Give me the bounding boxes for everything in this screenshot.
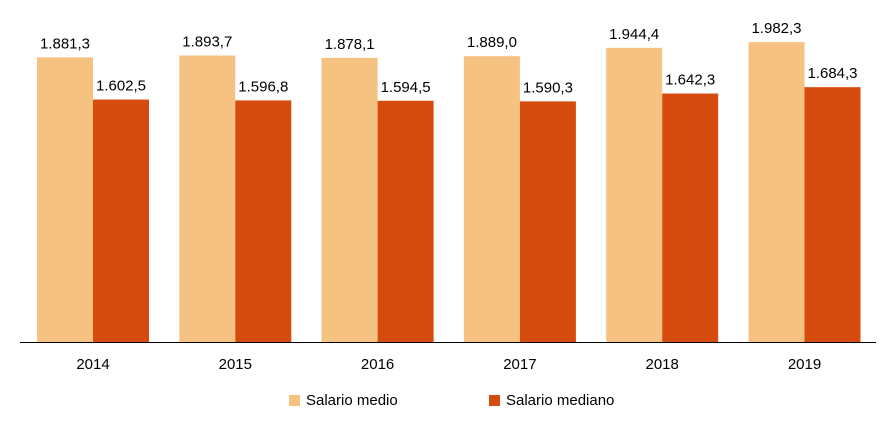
- x-tick-label-2016: 2016: [361, 356, 394, 373]
- bar-salario-mediano-2019: [804, 87, 861, 343]
- data-label-salario-medio-2019: 1.982,3: [751, 20, 801, 37]
- data-label-salario-mediano-2018: 1.642,3: [665, 72, 715, 89]
- bar-salario-medio-2016: [321, 57, 378, 342]
- data-label-salario-medio-2014: 1.881,3: [40, 35, 90, 52]
- x-tick-label-2015: 2015: [219, 356, 252, 373]
- data-label-salario-mediano-2015: 1.596,8: [238, 78, 288, 95]
- bar-salario-medio-2014: [37, 57, 93, 342]
- bar-salario-mediano-2017: [519, 101, 576, 343]
- x-tick-labels: 2014 2015 2016 2017 2018 2019: [76, 356, 821, 373]
- data-label-salario-medio-2016: 1.878,1: [325, 36, 375, 53]
- bars-layer: [37, 42, 861, 343]
- x-tick-label-2017: 2017: [503, 356, 536, 373]
- bar-salario-medio-2018: [606, 47, 663, 342]
- legend-item-salario-medio: Salario medio: [289, 392, 398, 409]
- legend-label-salario-medio: Salario medio: [306, 392, 398, 409]
- data-label-salario-mediano-2019: 1.684,3: [807, 65, 857, 82]
- x-tick-label-2019: 2019: [788, 356, 821, 373]
- legend-label-salario-mediano: Salario mediano: [506, 392, 615, 409]
- bar-salario-mediano-2014: [93, 99, 149, 342]
- x-tick-label-2018: 2018: [646, 356, 679, 373]
- bar-salario-mediano-2015: [235, 100, 292, 342]
- bar-salario-mediano-2018: [662, 93, 719, 342]
- data-label-salario-mediano-2016: 1.594,5: [381, 79, 431, 96]
- data-label-salario-medio-2018: 1.944,4: [609, 26, 659, 43]
- legend-swatch-salario-mediano: [489, 395, 500, 406]
- bar-salario-medio-2015: [179, 55, 236, 343]
- bar-salario-medio-2019: [748, 42, 805, 343]
- x-tick-label-2014: 2014: [76, 356, 109, 373]
- data-label-salario-medio-2015: 1.893,7: [182, 33, 232, 50]
- bar-chart: 1.881,3 1.602,5 1.893,7 1.596,8 1.878,1 1.594…: [20, 20, 876, 373]
- legend-item-salario-mediano: Salario mediano: [489, 392, 614, 409]
- data-label-salario-mediano-2017: 1.590,3: [523, 79, 573, 96]
- data-label-salario-medio-2017: 1.889,0: [467, 34, 517, 51]
- bar-salario-mediano-2016: [377, 100, 434, 342]
- legend: Salario medio Salario mediano: [0, 392, 891, 416]
- legend-swatch-salario-medio: [289, 395, 300, 406]
- data-label-salario-mediano-2014: 1.602,5: [96, 78, 146, 95]
- value-labels-layer: 1.881,3 1.602,5 1.893,7 1.596,8 1.878,1 1.594…: [40, 20, 858, 96]
- bar-salario-medio-2017: [463, 56, 520, 342]
